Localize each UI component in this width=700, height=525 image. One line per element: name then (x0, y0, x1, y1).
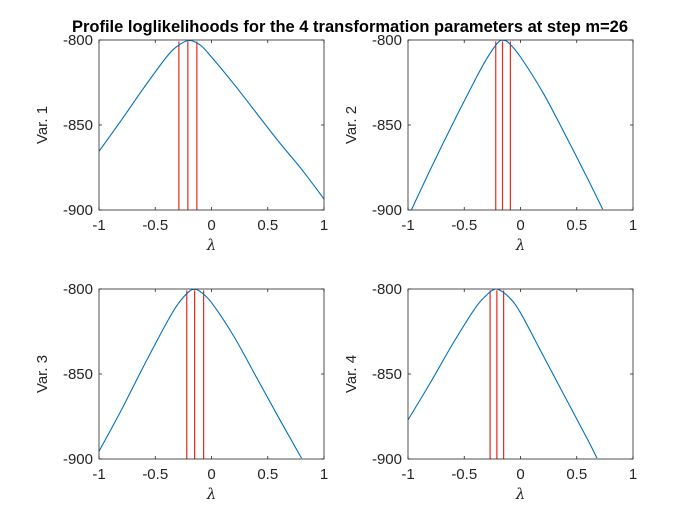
y-tick-label: -850 (372, 117, 402, 134)
x-tick-label: -0.5 (142, 466, 168, 483)
y-axis-label: Var. 4 (343, 355, 360, 393)
y-tick-label: -900 (372, 451, 402, 468)
x-tick-label: 0.5 (566, 217, 587, 234)
axes-box (98, 39, 325, 211)
y-tick-label: -900 (372, 202, 402, 219)
subplot-3: -1 -0.5 0 0.5 1 -800 -850 -900 λ Var. 3 (34, 281, 328, 503)
axes-box (407, 288, 634, 460)
loglikelihood-curve (408, 289, 598, 459)
x-tick-label: 1 (629, 466, 637, 483)
x-tick-label: -1 (401, 466, 414, 483)
x-tick-label: 0.5 (257, 217, 278, 234)
x-tick-label: -1 (401, 217, 414, 234)
y-tick-label: -800 (63, 32, 93, 49)
x-tick-label: 0.5 (257, 466, 278, 483)
x-tick-label: 0 (516, 466, 524, 483)
y-axis-label: Var. 2 (343, 106, 360, 144)
x-tick-label: 0.5 (566, 466, 587, 483)
y-tick-label: -800 (372, 281, 402, 298)
x-tick-label: -1 (92, 466, 105, 483)
y-tick-label: -800 (372, 32, 402, 49)
figure-title: Profile loglikelihoods for the 4 transfo… (72, 18, 628, 36)
x-tick-label: 0 (207, 466, 215, 483)
x-axis-label: λ (206, 236, 217, 254)
subplot-1: -1 -0.5 0 0.5 1 -800 -850 -900 λ Var. 1 (34, 32, 328, 254)
x-tick-label: 1 (320, 466, 328, 483)
loglikelihood-curve (99, 40, 324, 200)
x-tick-label: -1 (92, 217, 105, 234)
x-axis-label: λ (206, 485, 217, 503)
subplot-grid: -1 -0.5 0 0.5 1 -800 -850 -900 λ Var. 1 -1 -0.5 0 0.5… (34, 32, 637, 503)
y-axis-label: Var. 1 (34, 106, 51, 144)
x-tick-label: 1 (629, 217, 637, 234)
y-tick-label: -900 (63, 202, 93, 219)
x-axis-label: λ (515, 236, 526, 254)
x-axis-label: λ (515, 485, 526, 503)
subplot-4: -1 -0.5 0 0.5 1 -800 -850 -900 λ Var. 4 (343, 281, 637, 503)
x-tick-label: -0.5 (451, 466, 477, 483)
x-tick-label: 0 (207, 217, 215, 234)
loglikelihood-curve (99, 289, 302, 459)
x-tick-label: 0 (516, 217, 524, 234)
y-tick-label: -850 (63, 366, 93, 383)
axes-box (407, 39, 634, 211)
loglikelihood-curve (410, 40, 604, 210)
axes-box (98, 288, 325, 460)
y-tick-label: -850 (63, 117, 93, 134)
x-tick-label: -0.5 (142, 217, 168, 234)
y-axis-label: Var. 3 (34, 355, 51, 393)
x-tick-label: 1 (320, 217, 328, 234)
y-tick-label: -900 (63, 451, 93, 468)
y-tick-label: -850 (372, 366, 402, 383)
x-tick-label: -0.5 (451, 217, 477, 234)
subplot-2: -1 -0.5 0 0.5 1 -800 -850 -900 λ Var. 2 (343, 32, 637, 254)
y-tick-label: -800 (63, 281, 93, 298)
